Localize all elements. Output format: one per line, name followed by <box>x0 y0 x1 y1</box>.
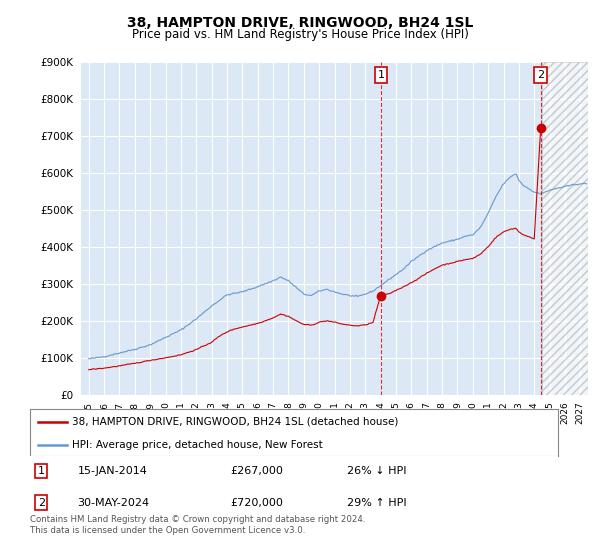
Text: 26% ↓ HPI: 26% ↓ HPI <box>347 466 406 476</box>
Text: £720,000: £720,000 <box>230 498 284 508</box>
Text: 30-MAY-2024: 30-MAY-2024 <box>77 498 149 508</box>
Bar <box>542 62 588 395</box>
Text: HPI: Average price, detached house, New Forest: HPI: Average price, detached house, New … <box>72 440 323 450</box>
Text: 1: 1 <box>38 466 45 476</box>
Text: 29% ↑ HPI: 29% ↑ HPI <box>347 498 406 508</box>
Text: £267,000: £267,000 <box>230 466 284 476</box>
Text: Price paid vs. HM Land Registry's House Price Index (HPI): Price paid vs. HM Land Registry's House … <box>131 28 469 41</box>
Text: 38, HAMPTON DRIVE, RINGWOOD, BH24 1SL: 38, HAMPTON DRIVE, RINGWOOD, BH24 1SL <box>127 16 473 30</box>
Text: 38, HAMPTON DRIVE, RINGWOOD, BH24 1SL (detached house): 38, HAMPTON DRIVE, RINGWOOD, BH24 1SL (d… <box>72 417 398 427</box>
Text: 2: 2 <box>537 70 544 80</box>
Text: 1: 1 <box>378 70 385 80</box>
Text: 2: 2 <box>38 498 45 508</box>
Text: Contains HM Land Registry data © Crown copyright and database right 2024.
This d: Contains HM Land Registry data © Crown c… <box>30 515 365 535</box>
Text: 15-JAN-2014: 15-JAN-2014 <box>77 466 148 476</box>
